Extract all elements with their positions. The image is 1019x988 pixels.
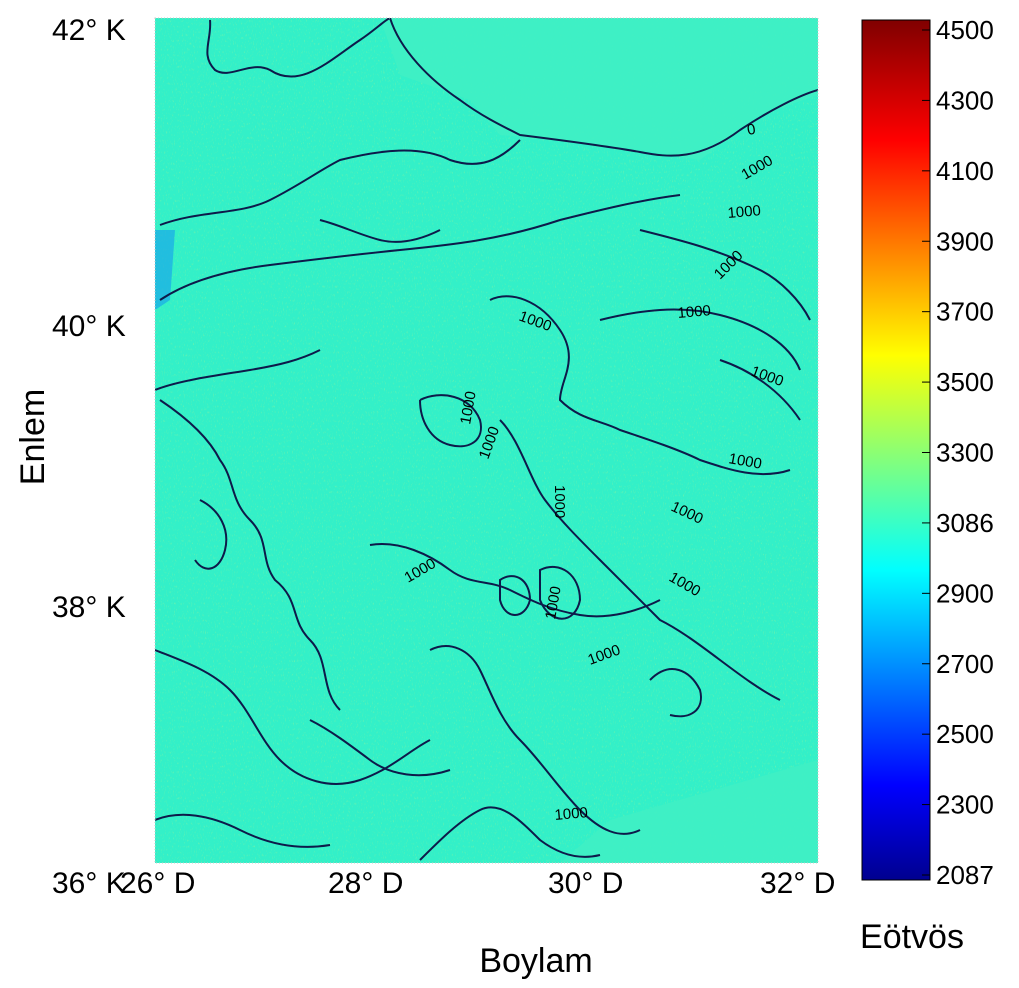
colorbar-tick-label: 2087 xyxy=(936,860,994,890)
colorbar-tick-label: 2500 xyxy=(936,719,994,749)
y-tick-label: 42° K xyxy=(52,14,126,47)
y-axis-title: Enlem xyxy=(14,389,52,485)
contour-label: 1000 xyxy=(542,585,565,621)
colorbar-unit: Eötvös xyxy=(860,918,964,956)
map-border xyxy=(154,17,819,864)
colorbar-tick-label: 2700 xyxy=(936,649,994,679)
x-tick-label: 26° D xyxy=(120,867,195,900)
colorbar: 4500 4300 4100 3900 3700 3500 3300 3086 2900 2700… xyxy=(860,15,994,956)
colorbar-tick-label: 4500 xyxy=(936,15,994,45)
contour-lines xyxy=(155,18,818,861)
contour-label: 1000 xyxy=(677,302,712,322)
contour-label: 1000 xyxy=(554,804,589,824)
contour-label: 1000 xyxy=(551,485,568,518)
colorbar-tick-label: 3300 xyxy=(936,438,994,468)
y-tick-label: 38° K xyxy=(52,591,126,624)
contour-label: 0 xyxy=(746,121,757,139)
colorbar-tick-label: 3900 xyxy=(936,226,994,256)
colorbar-tick-label: 3086 xyxy=(936,508,994,538)
x-axis-title: Boylam xyxy=(479,942,592,980)
colorbar-ticks: 4500 4300 4100 3900 3700 3500 3300 3086 2900 2700… xyxy=(922,15,994,890)
colorbar-tick-label: 2300 xyxy=(936,790,994,820)
y-tick-label: 40° K xyxy=(52,310,126,343)
map-texture xyxy=(155,18,818,863)
colorbar-tick-label: 4100 xyxy=(936,156,994,186)
x-axis: 26° D 28° D 30° D 32° D xyxy=(120,867,835,900)
y-tick-label: 36° K xyxy=(52,867,126,900)
map-panel: 0 1000 1000 1000 1000 1000 1000 1000 100… xyxy=(154,17,819,864)
colorbar-tick-label: 3500 xyxy=(936,367,994,397)
colorbar-gradient xyxy=(861,19,931,881)
contour-label: 1000 xyxy=(727,450,763,473)
colorbar-tick-label: 2900 xyxy=(936,578,994,608)
colorbar-tick-label: 3700 xyxy=(936,297,994,327)
x-tick-label: 30° D xyxy=(548,867,623,900)
x-tick-label: 28° D xyxy=(328,867,403,900)
x-tick-label: 32° D xyxy=(760,867,835,900)
colorbar-tick-label: 4300 xyxy=(936,85,994,115)
contour-label: 1000 xyxy=(457,390,480,426)
y-axis: 42° K 40° K 38° K 36° K xyxy=(52,14,126,900)
contour-label: 1000 xyxy=(727,202,762,222)
